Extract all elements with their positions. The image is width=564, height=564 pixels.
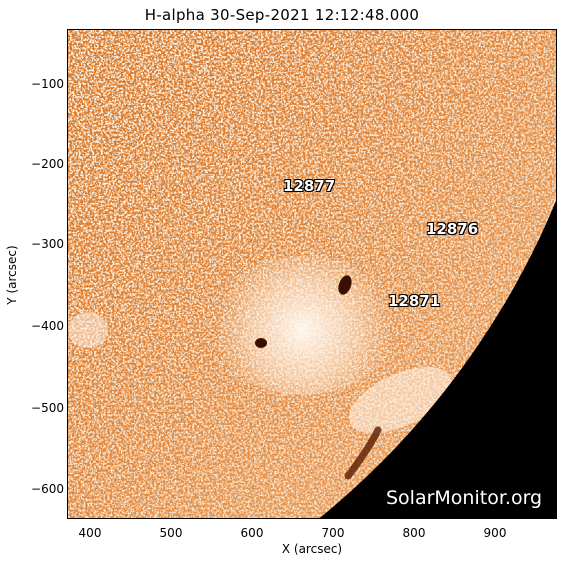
y-tick-label: −600 <box>31 482 64 496</box>
x-tick-label: 800 <box>402 526 426 540</box>
sunspot-12871 <box>338 275 352 295</box>
y-tick-label: −500 <box>31 401 64 415</box>
watermark: SolarMonitor.org <box>386 487 543 509</box>
y-tick-label: −200 <box>31 157 64 171</box>
solar-disk-svg <box>68 30 556 518</box>
sunspot-west <box>255 338 267 348</box>
y-tick-label: −300 <box>31 237 64 251</box>
x-tick-label: 900 <box>483 526 507 540</box>
filament <box>344 426 382 480</box>
x-tick-label: 500 <box>159 526 183 540</box>
active-region-label: 12876 <box>426 220 479 238</box>
central-plage <box>208 255 398 395</box>
y-axis-label: Y (arcsec) <box>5 245 19 305</box>
solar-disk <box>68 30 556 518</box>
lower-plage <box>348 366 452 434</box>
x-tick-label: 700 <box>321 526 345 540</box>
x-tick-label: 600 <box>240 526 264 540</box>
x-axis-label: X (arcsec) <box>281 542 343 556</box>
y-tick-label: −100 <box>31 77 64 91</box>
solar-image <box>67 29 557 519</box>
image-title: H-alpha 30-Sep-2021 12:12:48.000 <box>144 6 420 24</box>
y-tick-label: −400 <box>31 319 64 333</box>
x-tick-label: 400 <box>78 526 102 540</box>
active-region-label: 12877 <box>283 177 336 195</box>
active-region-label: 12871 <box>388 292 441 310</box>
